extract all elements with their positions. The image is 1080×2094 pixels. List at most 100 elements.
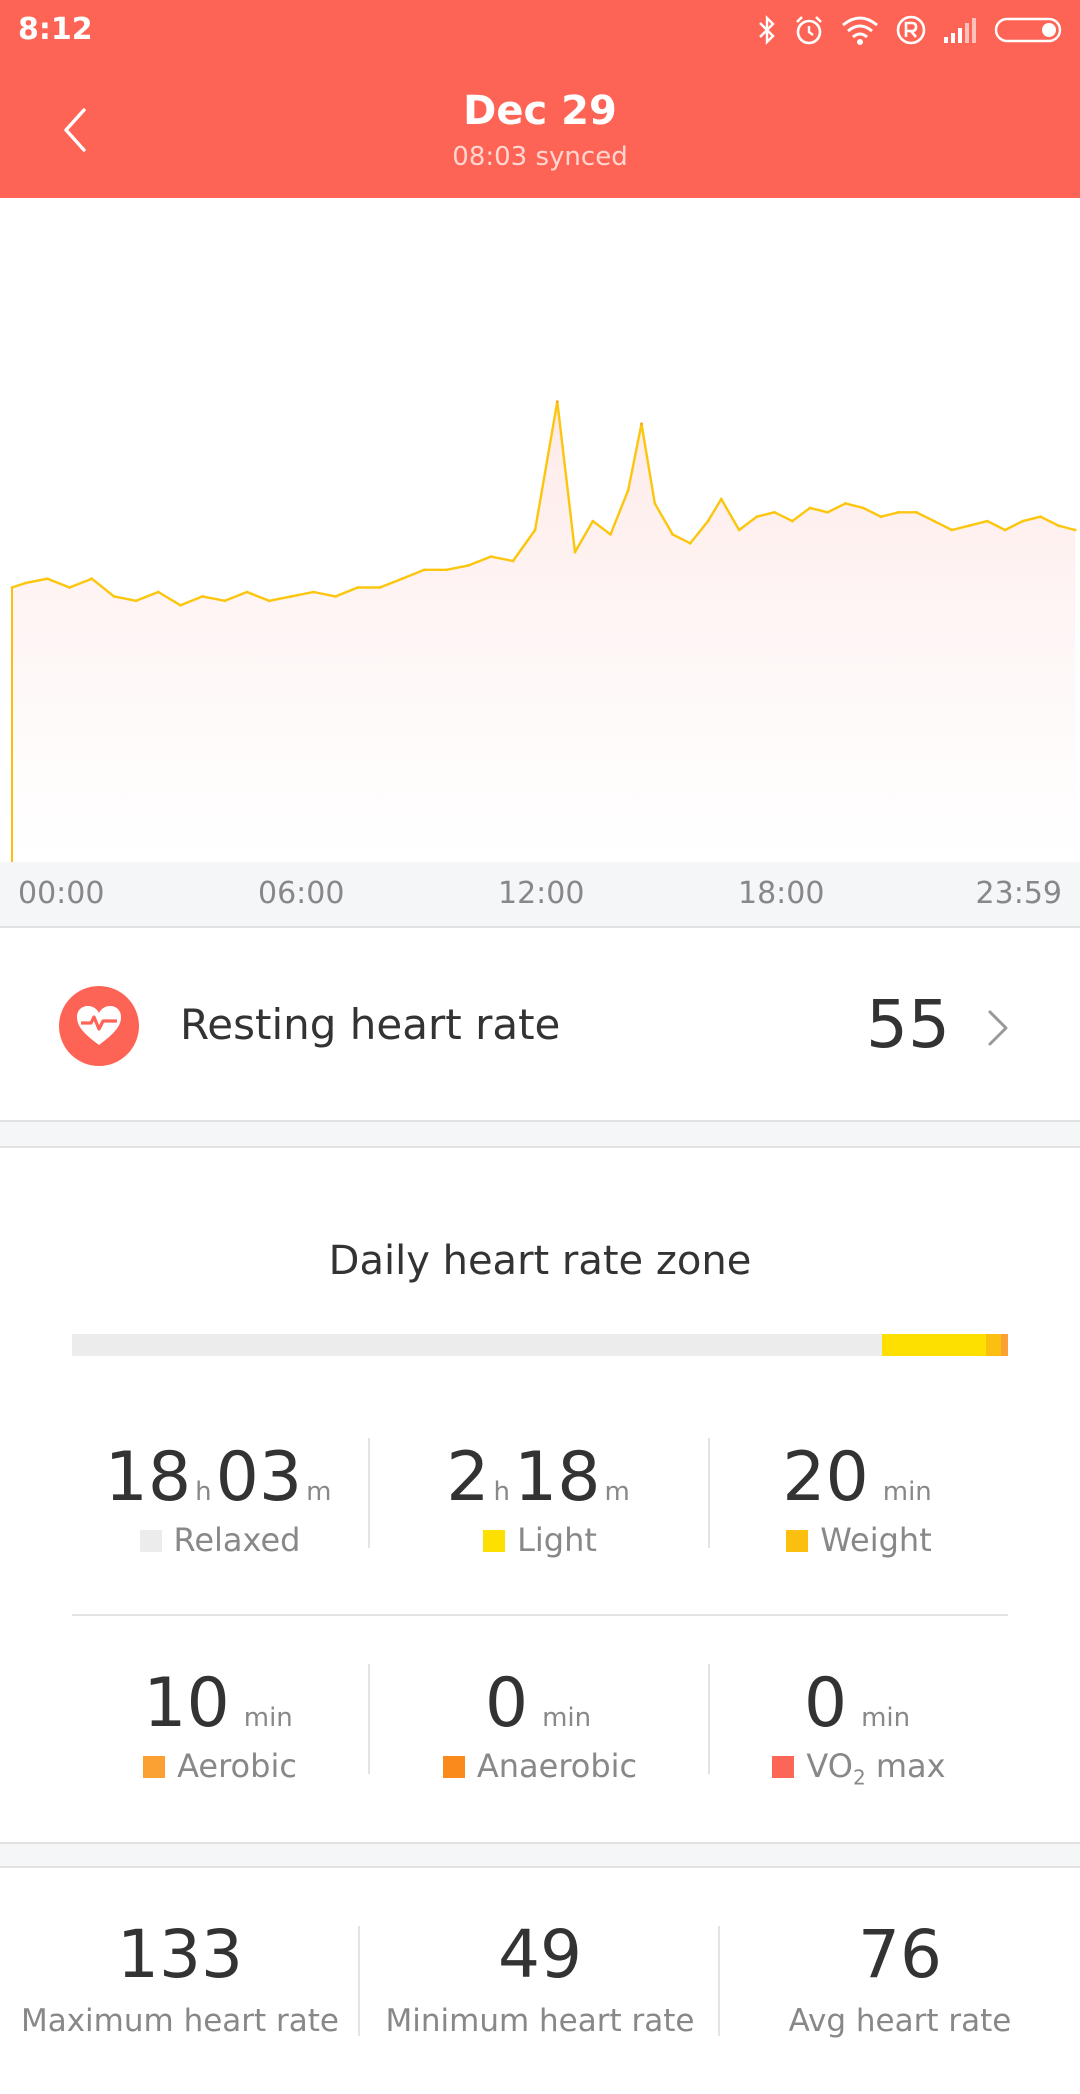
alarm-icon	[796, 16, 822, 45]
heart-rate-point	[826, 510, 830, 514]
x-tick-label: 00:00	[18, 876, 105, 911]
vo2max-label-rest: max	[865, 1747, 946, 1785]
heart-rate-point	[591, 519, 595, 523]
zone-distribution-bar	[72, 1334, 1008, 1356]
aerobic-value: 10	[143, 1664, 230, 1743]
chevron-left-icon	[64, 108, 86, 152]
light-minutes-unit: m	[604, 1477, 630, 1507]
heart-rate-point	[289, 595, 293, 598]
column-divider	[368, 1438, 370, 1548]
aerobic-swatch	[143, 1756, 166, 1778]
heart-rate-point	[312, 590, 315, 594]
page-title: Dec 29	[463, 88, 617, 134]
light-hours: 2	[446, 1438, 490, 1517]
min-heart-rate: 49 Minimum heart rate	[360, 1916, 720, 2039]
zone-segment-relaxed	[72, 1334, 883, 1356]
heart-rate-point	[223, 599, 227, 603]
max-heart-rate-label: Maximum heart rate	[20, 2003, 340, 2039]
weight-unit: min	[882, 1477, 932, 1507]
heart-rate-point	[790, 519, 794, 523]
min-heart-rate-label: Minimum heart rate	[385, 2003, 695, 2039]
column-divider	[708, 1438, 710, 1548]
heart-rate-point	[511, 559, 515, 563]
back-button[interactable]	[52, 102, 112, 162]
registered-icon	[896, 15, 926, 45]
heart-rate-point	[688, 541, 692, 545]
weight-swatch	[786, 1530, 809, 1552]
heart-rate-point	[915, 510, 918, 514]
relaxed-minutes-unit: m	[306, 1477, 332, 1507]
heart-rate-point	[968, 524, 971, 527]
heart-rate-point	[932, 519, 936, 523]
light-label: Light	[517, 1521, 597, 1559]
vo2max-value: 0	[803, 1664, 848, 1743]
resting-heart-rate-row[interactable]: Resting heart rate 55	[0, 928, 1080, 1120]
vo2max-unit: min	[861, 1703, 911, 1733]
daily-heart-rate-zone: Daily heart rate zone 18 h03 m Relaxed 2 h1…	[0, 1148, 1080, 1842]
aerobic-unit: min	[243, 1703, 293, 1733]
heart-rate-point	[653, 502, 657, 505]
vo2max-label-main: VO	[806, 1747, 853, 1785]
heart-rate-point	[626, 488, 630, 492]
relaxed-minutes: 03	[215, 1438, 303, 1517]
light-swatch	[483, 1530, 506, 1552]
column-divider	[718, 1926, 720, 2036]
heart-rate-series-line	[11, 400, 1076, 607]
heart-rate-point	[1056, 524, 1060, 527]
x-tick-label: 23:59	[975, 876, 1062, 911]
heart-rate-chart-svg	[10, 400, 1077, 862]
heart-rate-point	[1003, 528, 1007, 532]
relaxed-hours-unit: h	[195, 1477, 212, 1507]
zone-relaxed: 18 h03 m Relaxed	[72, 1438, 368, 1559]
zone-vo2max: 0 min VO2 max	[710, 1664, 1008, 1789]
heart-rate-point	[134, 599, 138, 603]
resting-heart-rate-value: 55	[866, 986, 950, 1063]
heart-rate-point	[573, 550, 577, 554]
heart-rate-point	[10, 586, 14, 589]
zone-anaerobic: 0 min Anaerobic	[370, 1664, 710, 1785]
relaxed-swatch	[139, 1530, 162, 1552]
heart-rate-point	[706, 519, 710, 523]
heart-rate-point	[445, 568, 448, 572]
anaerobic-value: 0	[484, 1664, 529, 1743]
heart-rate-point	[640, 422, 643, 426]
resting-heart-rate-label: Resting heart rate	[180, 1000, 561, 1049]
heart-rate-icon	[59, 986, 139, 1066]
heart-rate-point	[533, 528, 537, 532]
heart-rate-point	[897, 510, 901, 514]
zone-segment-weight	[985, 1334, 1001, 1356]
weight-label: Weight	[820, 1521, 932, 1559]
heart-rate-point	[400, 577, 404, 581]
status-bar: 8:12	[0, 0, 1080, 60]
x-tick-label: 06:00	[258, 876, 345, 911]
zone-light: 2 h18 m Light	[370, 1438, 710, 1559]
min-heart-rate-value: 49	[498, 1916, 582, 1993]
anaerobic-swatch	[442, 1756, 465, 1778]
section-divider	[0, 1842, 1080, 1868]
relaxed-label: Relaxed	[173, 1521, 301, 1559]
heart-rate-chart[interactable]	[0, 198, 1080, 862]
vo2max-swatch	[772, 1756, 795, 1778]
light-hours-unit: h	[493, 1477, 510, 1507]
zone-segment-light	[882, 1334, 986, 1356]
heart-rate-point	[671, 533, 674, 536]
avg-heart-rate-value: 76	[858, 1916, 942, 1993]
column-divider	[358, 1926, 360, 2036]
status-icons	[756, 10, 1066, 50]
heart-rate-point	[555, 400, 559, 403]
relaxed-hours: 18	[104, 1438, 192, 1517]
column-divider	[368, 1664, 370, 1774]
max-heart-rate-value: 133	[117, 1916, 243, 1993]
wifi-icon	[842, 16, 878, 45]
heart-rate-point	[68, 586, 71, 589]
x-tick-label: 18:00	[738, 876, 825, 911]
heart-rate-point	[879, 515, 883, 519]
heart-rate-point	[755, 515, 759, 519]
heart-rate-point	[267, 599, 271, 603]
avg-heart-rate-label: Avg heart rate	[788, 2003, 1012, 2039]
heart-rate-point	[861, 506, 865, 510]
heart-rate-point	[737, 528, 741, 532]
vo2max-label-subscript: 2	[852, 1765, 866, 1790]
anaerobic-label: Anaerobic	[476, 1747, 638, 1785]
anaerobic-unit: min	[542, 1703, 592, 1733]
